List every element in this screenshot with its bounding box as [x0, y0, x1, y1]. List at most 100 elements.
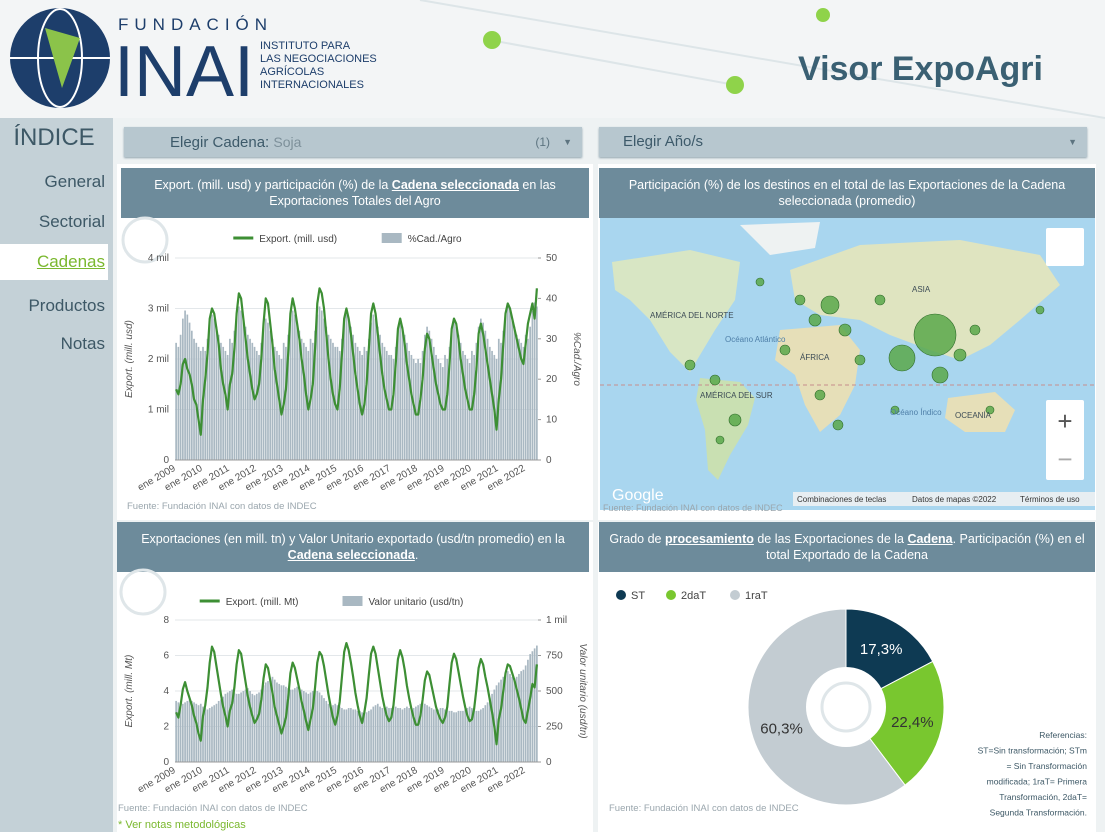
bar [370, 709, 372, 762]
bar [411, 708, 413, 762]
legend-label: 2daT [681, 590, 706, 602]
bar [281, 685, 283, 762]
reference: modificada; 1raT= Primera [987, 777, 1088, 787]
bar [269, 678, 271, 762]
bar [240, 311, 242, 460]
map-bubble [716, 436, 724, 444]
legend-label: ST [631, 590, 645, 602]
bar [415, 707, 417, 762]
source: Fuente: Fundación INAI con datos de INDE… [609, 803, 799, 814]
map-bubble [756, 278, 764, 286]
charts: AMÉRICA DEL NORTE Océano Atlántico ÁFRIC… [0, 0, 1105, 832]
bar [292, 311, 294, 460]
bar [296, 687, 298, 762]
bar [478, 711, 480, 762]
bar [404, 708, 406, 762]
legend-swatch [616, 590, 626, 600]
bar [211, 707, 213, 762]
reference: Transformación, 2daT= [999, 792, 1087, 802]
bar [424, 704, 426, 762]
notes-link[interactable]: * Ver notas metodológicas [118, 819, 246, 831]
bar [532, 311, 534, 460]
bar [294, 315, 296, 460]
bar [216, 704, 218, 762]
bar [249, 339, 251, 460]
attribution[interactable]: Términos de uso [1020, 495, 1080, 504]
map-label: ÁFRICA [800, 353, 830, 362]
reference: = Sin Transformación [1006, 761, 1087, 771]
bar [357, 347, 359, 460]
bar [234, 692, 236, 762]
bar [240, 692, 242, 762]
bar [323, 319, 325, 460]
bar [299, 688, 301, 762]
bar [251, 694, 253, 762]
bar [258, 692, 260, 762]
bar [534, 302, 536, 460]
map-bubble [889, 345, 915, 371]
map-bubble [809, 314, 821, 326]
bar [375, 319, 377, 460]
bar [417, 705, 419, 762]
watermark [121, 570, 165, 614]
y-tick-label: 2 mil [148, 354, 169, 365]
bar [366, 712, 368, 762]
bar [518, 674, 520, 762]
bar [395, 707, 397, 762]
bar [180, 335, 182, 460]
bar [509, 311, 511, 460]
y2-axis-label: Valor unitario (usd/tn) [577, 643, 588, 738]
bar [384, 707, 386, 762]
bar [200, 351, 202, 460]
zoom-out[interactable]: − [1057, 444, 1072, 474]
y-tick-label: 8 [163, 615, 169, 626]
bar [453, 323, 455, 460]
bar [175, 343, 177, 460]
y2-axis-label: %Cad./Agro [571, 332, 582, 386]
bar [346, 709, 348, 762]
bar [435, 709, 437, 762]
bar [529, 327, 531, 460]
y2-tick-label: 20 [546, 374, 558, 385]
bar [375, 705, 377, 762]
bar [303, 343, 305, 460]
bar [186, 701, 188, 762]
bar [245, 690, 247, 762]
bar [189, 323, 191, 460]
bar [251, 343, 253, 460]
attribution[interactable]: Combinaciones de teclas [797, 495, 886, 504]
bar [254, 695, 256, 762]
y2-tick-label: 500 [546, 686, 563, 697]
bar [198, 347, 200, 460]
bar [319, 692, 321, 762]
bar [451, 711, 453, 762]
bar [518, 339, 520, 460]
map-bubble [855, 355, 865, 365]
bar [265, 319, 267, 460]
bar [355, 709, 357, 762]
bar [433, 709, 435, 762]
y-tick-label: 2 [163, 722, 169, 733]
reference: ST=Sin transformación; STm [978, 746, 1087, 756]
bar [182, 704, 184, 762]
bar [453, 712, 455, 762]
bar [267, 681, 269, 762]
bar [276, 351, 278, 460]
bar [473, 355, 475, 460]
bar [195, 704, 197, 762]
map-bubble [685, 360, 695, 370]
bar [384, 347, 386, 460]
y2-tick-label: 40 [546, 293, 558, 304]
fullscreen-button[interactable] [1046, 228, 1084, 266]
zoom-in[interactable]: + [1057, 406, 1072, 436]
bar [500, 680, 502, 762]
map-bubble [914, 314, 956, 356]
bar [269, 331, 271, 460]
bar [368, 711, 370, 762]
bar [339, 707, 341, 762]
y-tick-label: 4 mil [148, 253, 169, 264]
bar [536, 646, 538, 762]
bar [507, 671, 509, 762]
bar [357, 711, 359, 762]
bar [489, 347, 491, 460]
